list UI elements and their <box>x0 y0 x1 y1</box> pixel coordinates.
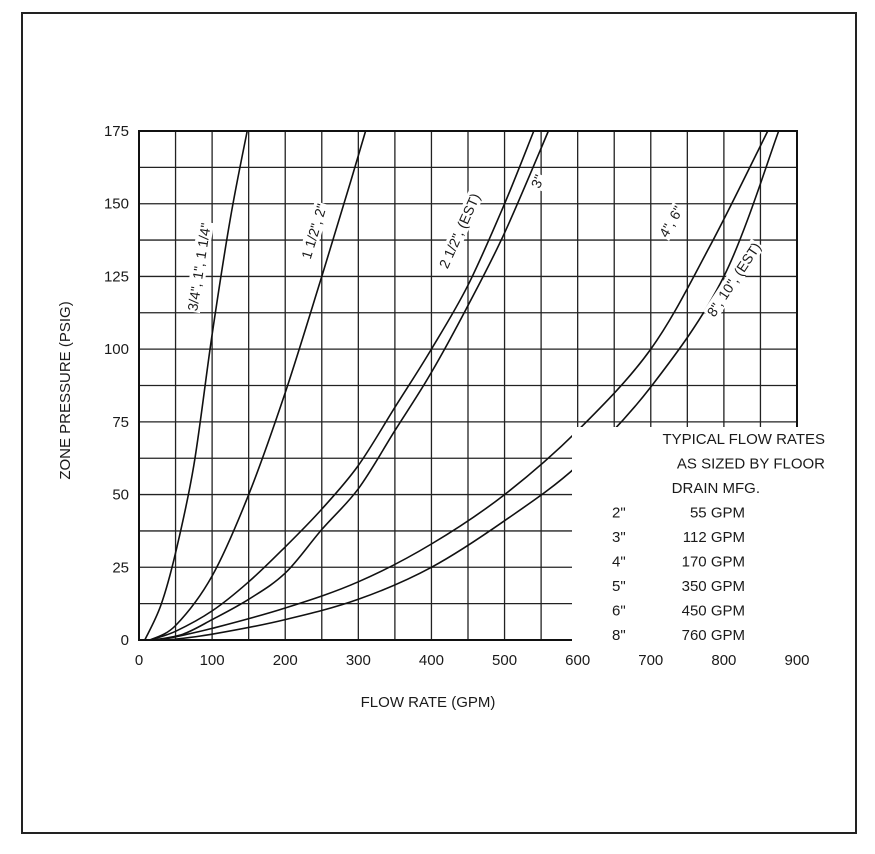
curve-label-background <box>435 189 484 272</box>
curve-label: 8", 10", (EST) <box>704 239 764 319</box>
plot-border <box>138 130 798 641</box>
curve-label: 4", 6" <box>656 203 686 240</box>
x-tick-label: 700 <box>638 652 663 669</box>
y-tick-label: 150 <box>104 196 129 213</box>
series-line <box>149 130 367 641</box>
series-line <box>160 130 769 641</box>
y-tick-labels: 0 25 50 75 100 125 150 175 <box>104 123 129 649</box>
x-tick-label: 900 <box>784 652 809 669</box>
flow-curves <box>144 130 780 641</box>
x-tick-label: 500 <box>492 652 517 669</box>
curve-label-background <box>184 220 214 314</box>
curve-label-background <box>297 200 331 262</box>
figure-frame <box>21 12 857 834</box>
note-flow: 350 GPM <box>682 578 745 595</box>
x-tick-label: 100 <box>200 652 225 669</box>
note-flow: 450 GPM <box>682 603 745 620</box>
y-tick-label: 175 <box>104 123 129 140</box>
x-tick-label: 600 <box>565 652 590 669</box>
curve-labels: 3/4", 1", 1 1/4" 1 1/2", 2" 2 1/2", (EST) 3… <box>184 171 765 321</box>
note-size: 8" <box>612 627 626 644</box>
curve-label-background <box>702 238 765 321</box>
note-size: 2" <box>612 505 626 522</box>
x-tick-label: 200 <box>273 652 298 669</box>
x-tick-labels: 0 100 200 300 400 500 600 700 800 900 <box>135 652 810 669</box>
curve-label-background <box>655 202 687 241</box>
note-size: 5" <box>612 578 626 595</box>
x-tick-label: 0 <box>135 652 143 669</box>
note-background <box>572 427 827 647</box>
note-line: TYPICAL FLOW RATES <box>662 431 825 448</box>
y-tick-label: 125 <box>104 268 129 285</box>
note-line: AS SIZED BY FLOOR <box>677 456 825 473</box>
note-flow: 112 GPM <box>683 529 745 546</box>
curve-label: 3/4", 1", 1 1/4" <box>184 222 214 312</box>
note-size: 6" <box>612 603 626 620</box>
note-flow: 170 GPM <box>682 554 745 571</box>
x-tick-label: 400 <box>419 652 444 669</box>
series-line <box>144 130 248 641</box>
note-size: 4" <box>612 554 626 571</box>
curve-label: 3" <box>528 172 548 190</box>
y-tick-label: 100 <box>104 341 129 358</box>
curve-label: 1 1/2", 2" <box>298 202 330 261</box>
x-axis-title: FLOW RATE (GPM) <box>361 694 496 711</box>
note-line: DRAIN MFG. <box>672 480 760 497</box>
curve-label-background <box>527 171 548 192</box>
x-tick-label: 300 <box>346 652 371 669</box>
y-tick-label: 25 <box>112 559 129 576</box>
y-axis-title: ZONE PRESSURE (PSIG) <box>57 301 74 479</box>
note-size: 3" <box>612 529 626 546</box>
y-tick-label: 50 <box>112 487 129 504</box>
y-tick-label: 75 <box>112 414 129 431</box>
y-tick-label: 0 <box>121 632 129 649</box>
curve-label: 2 1/2", (EST) <box>436 191 484 271</box>
note-flow: 55 GPM <box>690 505 745 522</box>
series-line <box>153 130 550 641</box>
note-flow: 760 GPM <box>682 627 745 644</box>
typical-flow-rates-note: TYPICAL FLOW RATES AS SIZED BY FLOOR DRAIN… <box>572 427 827 647</box>
series-line <box>149 130 535 641</box>
x-tick-label: 800 <box>711 652 736 669</box>
